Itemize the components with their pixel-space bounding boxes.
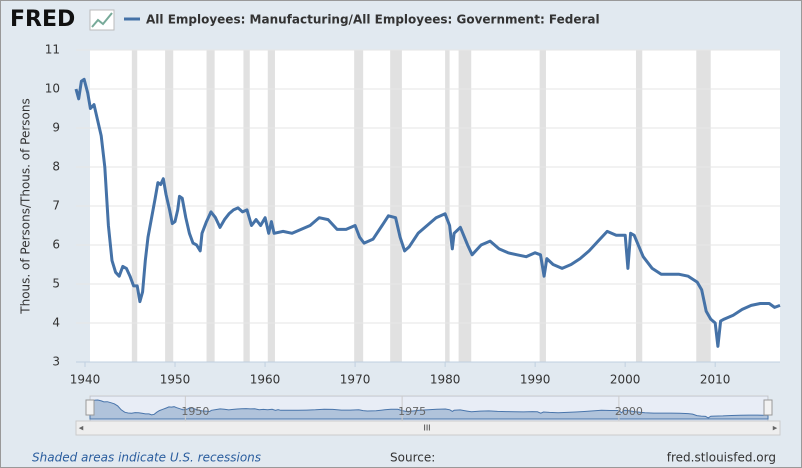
x-tick-label: 1940 — [70, 373, 101, 387]
x-tick-label: 2000 — [610, 373, 641, 387]
x-tick-label: 2010 — [700, 373, 731, 387]
y-tick-label: 5 — [52, 277, 60, 291]
navigator-tick-label: 1975 — [398, 405, 426, 418]
x-tick-label: 1980 — [430, 373, 461, 387]
footer-site[interactable]: fred.stlouisfed.org — [667, 451, 776, 465]
series-line — [74, 77, 781, 348]
y-tick-label: 6 — [52, 238, 60, 252]
logo-icon — [89, 9, 115, 31]
footer-source: Source: — [390, 451, 435, 465]
scroll-arrow[interactable]: ▸ — [773, 424, 778, 434]
y-tick-label: 8 — [52, 160, 60, 174]
y-tick-label: 10 — [45, 82, 60, 96]
y-tick-label: 3 — [52, 355, 60, 369]
x-tick-label: 1970 — [340, 373, 371, 387]
navigator-tick-label: 2000 — [615, 405, 643, 418]
navigator-area — [89, 399, 769, 420]
navigator-handle[interactable] — [763, 399, 773, 416]
scroll-grip: III — [423, 424, 430, 433]
legend-label: All Employees: Manufacturing/All Employe… — [146, 13, 600, 27]
navigator-selection — [90, 396, 768, 421]
navigator-tick-label: 1950 — [181, 405, 209, 418]
x-tick-label: 1950 — [160, 373, 191, 387]
scroll-arrow[interactable]: ◂ — [79, 424, 84, 434]
navigator-handle[interactable] — [85, 399, 95, 416]
navigator[interactable]: III — [75, 395, 781, 436]
y-tick-label: 9 — [52, 121, 60, 135]
logo: FRED — [10, 7, 75, 32]
x-tick-label: 1960 — [250, 373, 281, 387]
footer-note: Shaded areas indicate U.S. recessions — [32, 451, 261, 465]
y-axis-label: Thous. of Persons/Thous. of Persons — [19, 98, 33, 314]
x-tick-label: 1990 — [520, 373, 551, 387]
y-tick-label: 7 — [52, 199, 60, 213]
y-tick-label: 4 — [52, 316, 60, 330]
y-tick-label: 11 — [45, 43, 60, 57]
